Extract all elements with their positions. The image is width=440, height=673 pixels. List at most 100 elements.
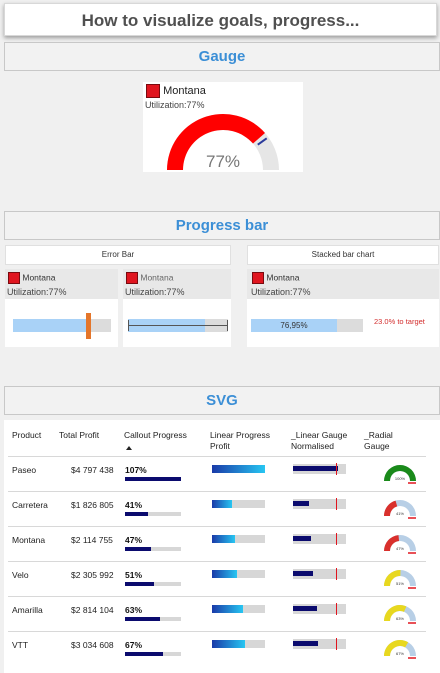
stacked-bar-fill: [251, 319, 338, 332]
progress-card-1-legend: Montana: [8, 272, 55, 284]
product-cell: Paseo: [12, 465, 37, 475]
linear-progress-fill: [212, 500, 233, 508]
product-cell: VTT: [12, 640, 29, 650]
progress-card-3-body[interactable]: 76,95% 23.0% to target: [247, 299, 439, 347]
profit-cell: $4 797 438: [71, 465, 114, 475]
product-cell: Amarilla: [12, 605, 43, 615]
callout-value: 63%: [125, 605, 143, 615]
page-title: How to visualize goals, progress...: [4, 3, 437, 36]
col-header-total-profit[interactable]: Total Profit: [59, 430, 100, 440]
linear-gauge-fill: [293, 641, 319, 646]
col-header-product[interactable]: Product: [12, 430, 42, 440]
progress-card-3-legend: Montana: [252, 272, 299, 284]
col-header-linear-progress[interactable]: Linear Progress Profit: [210, 430, 271, 451]
radial-gauge-fill: [384, 535, 400, 551]
product-cell: Velo: [12, 570, 29, 580]
gauge-fill: [167, 114, 266, 170]
error-bar-line: [128, 325, 228, 326]
row-divider: [8, 561, 426, 562]
error-bar-cap-left: [128, 320, 129, 331]
legend-swatch: [252, 272, 264, 284]
linear-gauge-fill: [293, 501, 309, 506]
callout-bar-fill: [125, 617, 161, 621]
radial-gauge-fill: [384, 605, 407, 621]
linear-progress-fill: [212, 605, 244, 613]
radial-gauge: 41%: [384, 500, 416, 519]
linear-progress-track: [212, 500, 265, 508]
gauge-target-marker: [257, 137, 268, 146]
progress-card-1-body[interactable]: [5, 299, 118, 347]
radial-gauge-value: 41%: [396, 511, 404, 516]
profit-cell: $1 826 805: [71, 500, 114, 510]
radial-gauge-value: 63%: [396, 616, 404, 621]
svg-table: Product Total Profit Callout Progress Li…: [4, 420, 440, 673]
radial-gauge-fill: [384, 464, 416, 481]
callout-value: 67%: [125, 640, 143, 650]
profit-cell: $2 114 755: [71, 535, 113, 545]
row-divider: [8, 526, 426, 527]
radial-gauge-fill: [384, 570, 401, 586]
callout-bar-fill: [125, 547, 152, 551]
svg-section-header: SVG: [4, 386, 440, 415]
linear-gauge-track: [293, 499, 346, 509]
radial-gauge: 51%: [384, 570, 416, 589]
progress-card-2-name: Montana: [140, 272, 174, 283]
bullet-target-marker: [86, 313, 92, 339]
progress-card-1-header: Montana Utilization:77%: [5, 269, 118, 299]
col-header-callout-progress[interactable]: Callout Progress: [124, 430, 187, 440]
linear-gauge-track: [293, 534, 346, 544]
radial-gauge-fill: [384, 500, 398, 516]
bullet-fill: [13, 319, 89, 332]
linear-gauge-fill: [293, 536, 312, 541]
linear-progress-track: [212, 570, 265, 578]
callout-bar-track: [125, 512, 181, 516]
linear-gauge-track: [293, 604, 346, 614]
linear-gauge-target: [336, 533, 337, 545]
linear-gauge-target: [336, 463, 337, 475]
linear-progress-fill: [212, 570, 238, 578]
row-divider: [8, 491, 426, 492]
linear-gauge-fill: [293, 466, 339, 471]
radial-gauge-value: 51%: [396, 581, 404, 586]
gauge-chart: 77%: [167, 114, 279, 171]
gauge-card[interactable]: Montana Utilization:77% 77%: [143, 82, 303, 172]
callout-bar-fill: [125, 477, 181, 481]
sort-ascending-icon[interactable]: [126, 446, 132, 450]
legend-swatch: [146, 84, 160, 98]
profit-cell: $2 305 992: [71, 570, 114, 580]
linear-progress-fill: [212, 640, 246, 648]
callout-value: 107%: [125, 465, 147, 475]
radial-gauge-value: 67%: [396, 651, 404, 656]
linear-progress-fill: [212, 535, 236, 543]
gauge-section-header: Gauge: [4, 42, 440, 71]
linear-gauge-target: [336, 568, 337, 580]
progress-card-2-body[interactable]: [123, 299, 231, 347]
progress-card-1-name: Montana: [22, 272, 56, 283]
linear-gauge-target: [336, 498, 337, 510]
profit-cell: $2 814 104: [71, 605, 114, 615]
linear-gauge-track: [293, 639, 346, 649]
radial-gauge: 47%: [384, 535, 416, 554]
legend-swatch: [8, 272, 20, 284]
progress-card-2-util: Utilization:77%: [125, 287, 185, 297]
callout-bar-track: [125, 547, 181, 551]
radial-gauge-value: 100%: [395, 476, 406, 481]
col-header-radial-gauge[interactable]: _Radial Gauge: [364, 430, 393, 451]
callout-bar-fill: [125, 512, 148, 516]
progress-card-3-name: Montana: [266, 272, 300, 283]
linear-gauge-fill: [293, 571, 313, 576]
progress-card-1-util: Utilization:77%: [7, 287, 67, 297]
col-header-linear-gauge[interactable]: _Linear Gauge Normalised: [291, 430, 348, 451]
linear-gauge-fill: [293, 606, 317, 611]
linear-progress-track: [212, 535, 265, 543]
callout-value: 47%: [125, 535, 143, 545]
error-bar-cap-right: [227, 320, 228, 331]
gauge-legend-label: Montana: [163, 84, 206, 97]
error-bar-caption: Error Bar: [5, 245, 231, 265]
progress-card-2-legend: Montana: [126, 272, 173, 284]
callout-value: 41%: [125, 500, 143, 510]
stacked-bar-label: 76,95%: [280, 321, 308, 330]
legend-swatch: [126, 272, 138, 284]
gauge-legend: Montana: [146, 84, 206, 98]
product-cell: Carretera: [12, 500, 48, 510]
